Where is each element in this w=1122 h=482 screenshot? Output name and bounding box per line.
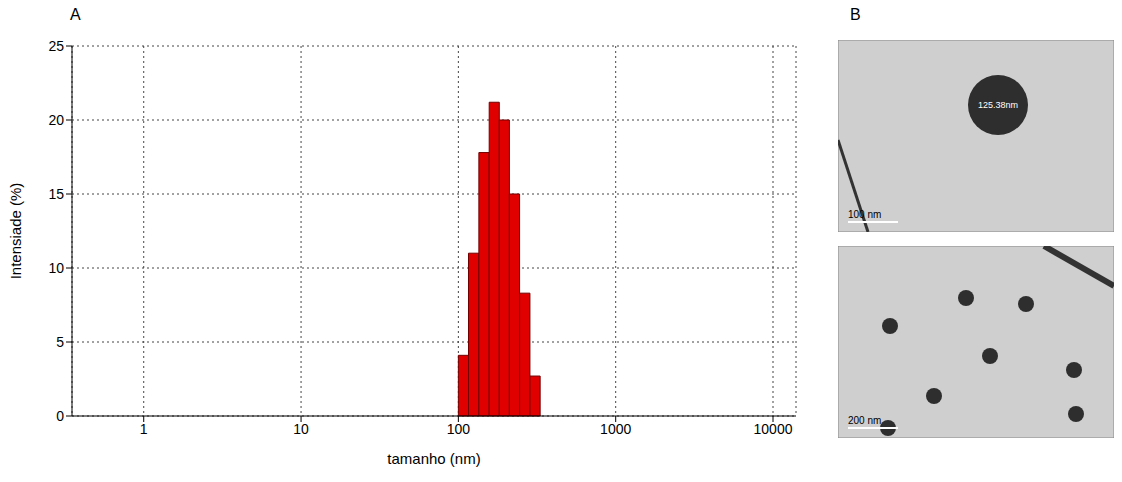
svg-text:100 nm: 100 nm bbox=[848, 209, 881, 220]
svg-text:5: 5 bbox=[56, 334, 64, 350]
svg-text:1000: 1000 bbox=[600, 421, 631, 437]
svg-text:200 nm: 200 nm bbox=[848, 415, 881, 426]
html-text:A: A bbox=[70, 6, 81, 23]
svg-text:10: 10 bbox=[48, 260, 64, 276]
svg-text:1: 1 bbox=[140, 421, 148, 437]
svg-text:20: 20 bbox=[48, 112, 64, 128]
svg-text:tamanho (nm): tamanho (nm) bbox=[387, 450, 480, 467]
svg-text:25: 25 bbox=[48, 38, 64, 54]
svg-text:10000: 10000 bbox=[754, 421, 793, 437]
html-text:B: B bbox=[850, 6, 861, 23]
svg-text:0: 0 bbox=[56, 408, 64, 424]
svg-text:Intensiade (%): Intensiade (%) bbox=[7, 183, 24, 280]
svg-text:100: 100 bbox=[447, 421, 471, 437]
svg-text:15: 15 bbox=[48, 186, 64, 202]
svg-text:125.38nm: 125.38nm bbox=[978, 100, 1018, 110]
svg-text:10: 10 bbox=[293, 421, 309, 437]
